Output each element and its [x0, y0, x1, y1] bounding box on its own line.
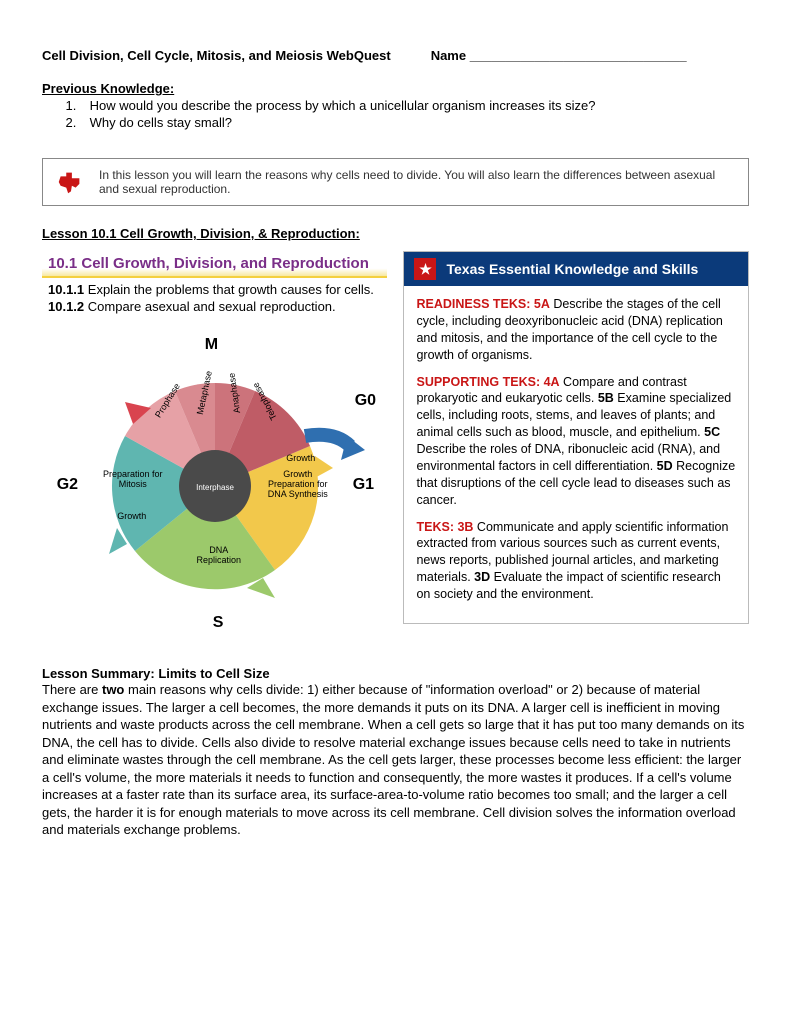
list-item: How would you describe the process by wh…	[80, 98, 749, 113]
left-column: 10.1 Cell Growth, Division, and Reproduc…	[42, 251, 387, 636]
phase-g2-label: G2	[57, 476, 78, 494]
lesson-heading: Lesson 10.1 Cell Growth, Division, & Rep…	[42, 226, 749, 241]
page-header: Cell Division, Cell Cycle, Mitosis, and …	[42, 48, 749, 63]
texas-icon	[55, 167, 85, 197]
previous-knowledge-list: How would you describe the process by wh…	[80, 98, 749, 130]
teks-3b: TEKS: 3B Communicate and apply scientifi…	[416, 519, 736, 603]
phase-g1-label: G1	[353, 476, 374, 494]
phase-s-label: S	[213, 614, 224, 632]
teks-supporting: SUPPORTING TEKS: 4A Compare and contrast…	[416, 374, 736, 509]
teks-panel: ★ Texas Essential Knowledge and Skills R…	[403, 251, 749, 624]
g1-prep-label: Growth Preparation for DNA Synthesis	[265, 470, 331, 500]
callout-text: In this lesson you will learn the reason…	[99, 168, 736, 196]
g1-growth-label: Growth	[271, 454, 331, 464]
star-icon: ★	[414, 258, 436, 280]
svg-text:Interphase: Interphase	[196, 483, 234, 492]
previous-knowledge-heading: Previous Knowledge:	[42, 81, 749, 96]
g2-growth-label: Growth	[107, 512, 157, 522]
list-item: Why do cells stay small?	[80, 115, 749, 130]
page-title: Cell Division, Cell Cycle, Mitosis, and …	[42, 48, 391, 63]
teks-header: ★ Texas Essential Knowledge and Skills	[404, 252, 748, 286]
name-field-label: Name ______________________________	[431, 48, 687, 63]
teks-readiness: READINESS TEKS: 5A Describe the stages o…	[416, 296, 736, 364]
phase-g0-label: G0	[355, 392, 376, 410]
g2-prep-label: Preparation for Mitosis	[103, 470, 163, 490]
objectives: 10.1.1 Explain the problems that growth …	[42, 278, 387, 324]
summary-heading: Lesson Summary: Limits to Cell Size	[42, 666, 749, 681]
cell-cycle-diagram: Interphase M G0 G1 S G2 Growth Growth Pr…	[55, 336, 375, 636]
lesson-callout: In this lesson you will learn the reason…	[42, 158, 749, 206]
section-header: 10.1 Cell Growth, Division, and Reproduc…	[42, 251, 387, 278]
s-dna-label: DNA Replication	[189, 546, 249, 566]
summary-body: There are two main reasons why cells div…	[42, 681, 749, 839]
phase-m-label: M	[205, 336, 218, 354]
